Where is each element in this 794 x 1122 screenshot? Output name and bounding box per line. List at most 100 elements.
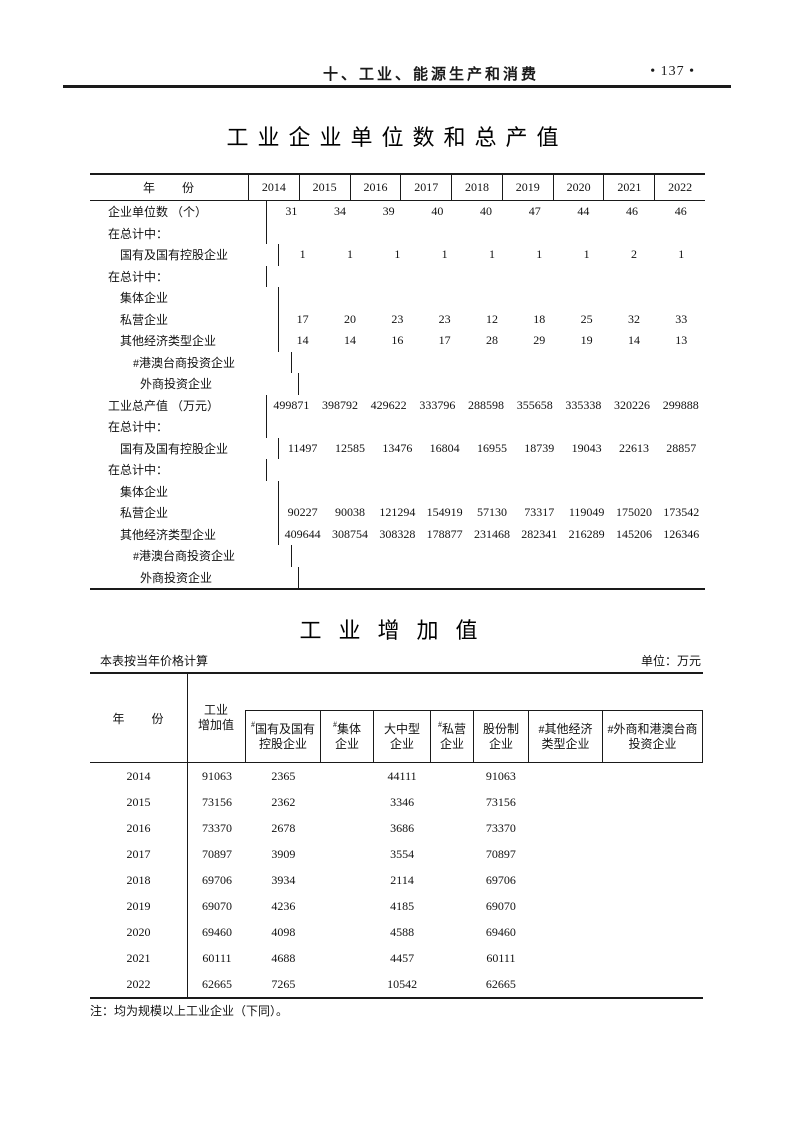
table2-value-cell: 69460 bbox=[201, 924, 232, 939]
table1-row: 在总计中： bbox=[90, 265, 705, 288]
table2-subcolumn-header: #其他经济 类型企业 bbox=[528, 710, 602, 762]
table1-row-cells: 1 1 1 1 1 1 1 2 1 bbox=[279, 244, 705, 266]
table2-value-cell bbox=[602, 893, 703, 919]
table1-value-cell bbox=[613, 352, 659, 374]
table1-year-column-header: 2020 bbox=[552, 175, 604, 200]
table2-industrial-added-value: 年 份 工业 增加值 #国有及国有 控股企业 #集体 企业 大中型 企业 #私营 企业… bbox=[90, 672, 703, 999]
table2-value-cell bbox=[431, 893, 474, 919]
table2-row: 2018 69706 3934 2114 69706 bbox=[90, 867, 703, 893]
table1-value-cell bbox=[344, 567, 389, 589]
table1-row-label: #港澳台商投资企业 bbox=[90, 351, 292, 373]
price-basis-note: 本表按当年价格计算 bbox=[100, 654, 209, 668]
table2-value-cell bbox=[602, 815, 703, 841]
table1-value-cell: 20 bbox=[343, 311, 356, 326]
table1-value-cell bbox=[267, 266, 316, 288]
table2-subcolumn-label: #其他经济 类型企业 bbox=[538, 721, 593, 751]
table1-year-column-header: 2015 bbox=[298, 175, 350, 200]
table2-value-cell: 70897 bbox=[485, 846, 516, 861]
table2-year-cell: 2017 bbox=[90, 841, 188, 867]
table1-value-cell bbox=[364, 266, 413, 288]
table2-value-cell bbox=[321, 841, 374, 867]
table2-value-cell: 44111 bbox=[387, 768, 417, 783]
table2-value-cell: 4098 bbox=[271, 924, 296, 939]
table1-value-cell bbox=[462, 459, 511, 481]
table1-value-cell bbox=[430, 545, 476, 567]
table2-value-cell bbox=[321, 867, 374, 893]
table1-value-cell bbox=[413, 223, 462, 245]
table1-value-cell bbox=[516, 481, 563, 503]
table1-value-cell bbox=[338, 545, 384, 567]
table1-value-cell: 22613 bbox=[618, 440, 649, 455]
table1-value-cell: 29 bbox=[533, 333, 546, 348]
table1-value-cell: 121294 bbox=[379, 505, 416, 520]
table2-value-cell bbox=[431, 919, 474, 945]
table1-value-cell bbox=[656, 416, 705, 438]
table2-title: 工业增加值 bbox=[299, 618, 495, 643]
table2-value-cell: 4185 bbox=[390, 898, 415, 913]
table1-value-cell bbox=[279, 481, 326, 503]
table1-row: 其他经济类型企业 409644 308754 308328 178877 231468 28… bbox=[90, 523, 705, 545]
table2-value-cell bbox=[431, 763, 474, 789]
table1-value-cell: 32 bbox=[627, 311, 640, 326]
table2-row: 2022 62665 7265 10542 62665 bbox=[90, 971, 703, 997]
table2-value-cell: 69460 bbox=[485, 924, 516, 939]
table2-value-cell bbox=[528, 841, 602, 867]
table2-year-cell: 2015 bbox=[90, 789, 188, 815]
table2-subcolumn-header: #私营 企业 bbox=[430, 710, 473, 762]
table2-value-cell: 69070 bbox=[201, 898, 232, 913]
table2-row: 2019 69070 4236 4185 69070 bbox=[90, 893, 703, 919]
table1-row: 在总计中： bbox=[90, 416, 705, 438]
hash-superscript: # bbox=[437, 719, 442, 729]
table2-year-cell: 2018 bbox=[90, 867, 188, 893]
table2-value-cell: 69706 bbox=[485, 872, 516, 887]
table1-value-cell bbox=[615, 567, 660, 589]
table1-value-cell: 119049 bbox=[568, 505, 605, 520]
table1-units-and-output-value: 年 份 2014 2015 2016 2017 2018 2019 2020 2021 2022… bbox=[90, 173, 705, 590]
table1-value-cell: 175020 bbox=[615, 505, 652, 520]
table1-value-cell bbox=[434, 373, 479, 395]
table2-value-cell: 3346 bbox=[390, 794, 415, 809]
table1-value-cell bbox=[563, 287, 610, 309]
table1-value-cell: 12585 bbox=[334, 440, 365, 455]
table1-value-cell: 19043 bbox=[571, 440, 602, 455]
table2-subcolumn-headers: #国有及国有 控股企业 #集体 企业 大中型 企业 #私营 企业 股份制 企业 #其他经济… bbox=[245, 710, 703, 762]
table1-value-cell: 73317 bbox=[524, 505, 555, 520]
table1-value-cell: 28857 bbox=[666, 440, 697, 455]
table1-row-label: 在总计中： bbox=[90, 416, 267, 438]
header-rule bbox=[63, 85, 731, 88]
table1-value-cell bbox=[389, 567, 434, 589]
table1-row: 在总计中： bbox=[90, 222, 705, 245]
table2-subcolumn-label: #外商和港澳台商 投资企业 bbox=[607, 721, 698, 751]
table1-year-column-header: 2016 bbox=[349, 175, 401, 200]
table1-value-cell bbox=[525, 373, 570, 395]
table2-year-cell: 2022 bbox=[90, 971, 188, 997]
table1-row-label: 企业单位数 （个） bbox=[90, 201, 267, 223]
table1-value-cell: 28 bbox=[485, 333, 498, 348]
table2-value-cell bbox=[528, 945, 602, 971]
table2-value-cell bbox=[528, 971, 602, 997]
table2-value-cell bbox=[431, 815, 474, 841]
table1-value-cell: 1 bbox=[536, 247, 543, 262]
table1-row-cells: 499871 398792 429622 333796 288598 355658 3353… bbox=[267, 395, 705, 417]
table1-value-cell: 12 bbox=[485, 311, 498, 326]
table1-value-cell bbox=[567, 352, 613, 374]
table2-value-cell bbox=[528, 763, 602, 789]
table1-value-cell bbox=[462, 416, 511, 438]
table1-year-column-header: 2019 bbox=[501, 175, 553, 200]
table2-value-cell: 4688 bbox=[271, 950, 296, 965]
table1-row-label: 集体企业 bbox=[90, 480, 279, 502]
table1-row: 外商投资企业 bbox=[90, 373, 705, 395]
table1-value-cell: 1 bbox=[488, 247, 495, 262]
table1-row: 私营企业 90227 90038 121294 154919 57130 73317 1190… bbox=[90, 502, 705, 524]
table1-value-cell bbox=[326, 287, 373, 309]
table2-value-cell bbox=[321, 815, 374, 841]
table1-year-column-header: 2021 bbox=[603, 175, 654, 200]
table1-row-cells bbox=[267, 266, 705, 288]
table1-row-cells: 11497 12585 13476 16804 16955 18739 19043 22613… bbox=[279, 438, 705, 460]
table1-value-cell bbox=[656, 266, 705, 288]
table1-row-cells bbox=[292, 352, 705, 374]
table1-value-cell: 145206 bbox=[615, 526, 652, 541]
table1-value-cell bbox=[479, 567, 524, 589]
table1-value-cell bbox=[267, 223, 316, 245]
table1-row-cells bbox=[267, 416, 705, 438]
